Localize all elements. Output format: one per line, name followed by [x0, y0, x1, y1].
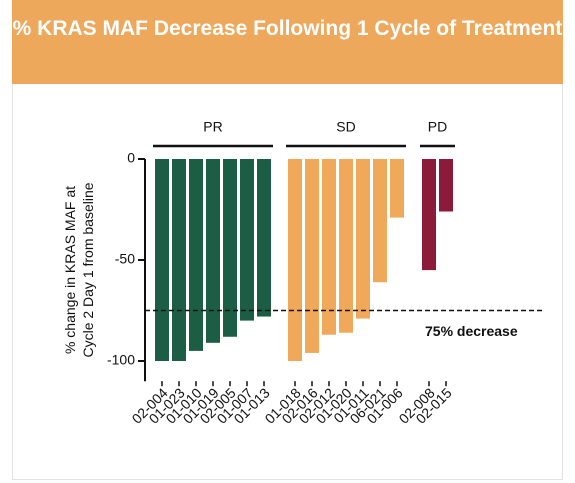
- bar: [373, 159, 387, 283]
- bar: [322, 159, 336, 335]
- y-tick-label: 0: [127, 150, 135, 166]
- chart-title: % KRAS MAF Decrease Following 1 Cycle of…: [12, 0, 563, 84]
- bar: [206, 159, 220, 343]
- bar: [257, 159, 271, 317]
- bar: [155, 159, 169, 361]
- bar: [390, 159, 404, 218]
- group-label: SD: [336, 119, 355, 135]
- bar: [240, 159, 254, 321]
- bar: [172, 159, 186, 361]
- bar: [439, 159, 453, 212]
- bar: [339, 159, 353, 333]
- bar: [422, 159, 436, 271]
- y-tick-label: -50: [115, 251, 135, 267]
- y-axis-label: % change in KRAS MAF at Cycle 2 Day 1 fro…: [62, 182, 96, 357]
- reference-label: 75% decrease: [425, 323, 518, 339]
- bar: [288, 159, 302, 361]
- group-label: PD: [428, 119, 447, 135]
- bar: [356, 159, 370, 319]
- bar: [189, 159, 203, 351]
- bar: [223, 159, 237, 337]
- bar: [305, 159, 319, 353]
- group-label: PR: [203, 119, 222, 135]
- y-tick-label: -100: [107, 352, 135, 368]
